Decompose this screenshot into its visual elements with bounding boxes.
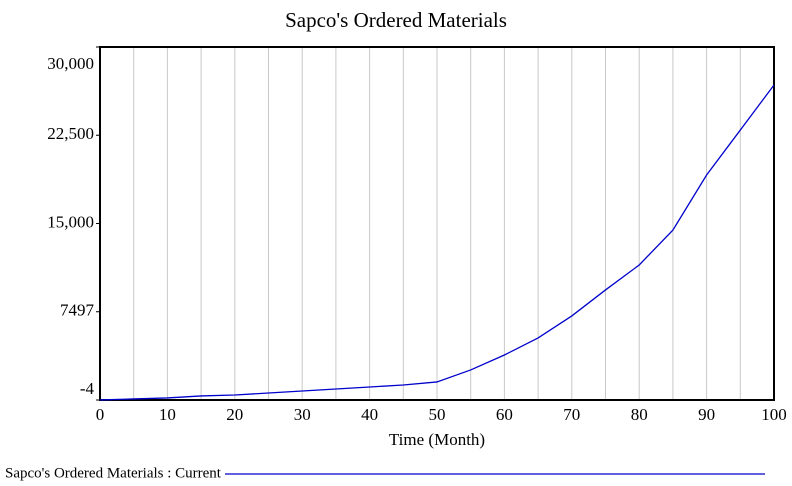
x-tick-label: 100 [761,405,787,424]
x-tick-label: 20 [226,405,243,424]
x-tick-label: 80 [631,405,648,424]
x-axis-label: Time (Month) [389,430,485,449]
x-tick-label: 60 [496,405,513,424]
legend-label: Sapco's Ordered Materials : Current [5,465,222,481]
x-tick-label: 50 [429,405,446,424]
x-tick-label: 10 [159,405,176,424]
x-tick-label: 30 [294,405,311,424]
plot-frame [99,46,775,401]
y-tick-label: 7497 [60,301,95,320]
x-tick-label: 0 [96,405,105,424]
x-tick-label: 40 [361,405,378,424]
y-tick-label: 30,000 [47,54,94,73]
x-tick-label: 90 [698,405,715,424]
y-tick-label: 22,500 [47,124,94,143]
chart-title: Sapco's Ordered Materials [285,8,507,32]
x-tick-label: 70 [563,405,580,424]
data-line [99,84,775,401]
y-tick-label: 15,000 [47,212,94,231]
y-tick-label: -4 [80,379,95,398]
